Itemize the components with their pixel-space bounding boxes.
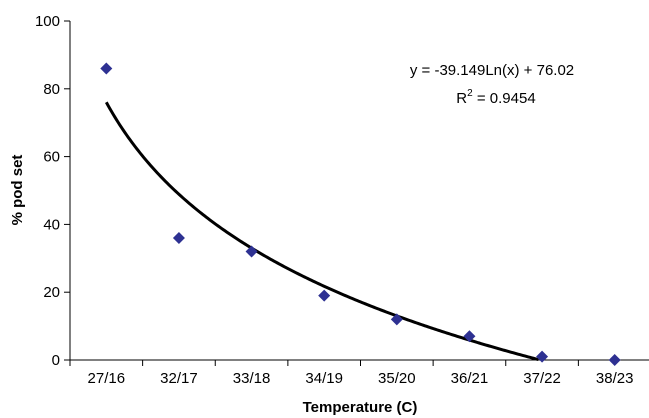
r-squared-prefix: R xyxy=(456,90,467,107)
x-ticks: 27/16 32/17 33/18 34/19 35/20 36/21 37/22 38/23 xyxy=(69,360,634,387)
x-tick-label: 35/20 xyxy=(378,370,416,387)
y-ticks: 0 20 40 60 80 100 xyxy=(35,13,70,369)
data-point xyxy=(608,354,621,366)
r-squared-value: = 0.9454 xyxy=(473,90,536,107)
x-tick-label: 36/21 xyxy=(451,370,489,387)
y-axis-title: % pod set xyxy=(9,155,26,226)
data-point xyxy=(245,245,258,258)
x-axis: 27/16 32/17 33/18 34/19 35/20 36/21 37/22 38/23 xyxy=(69,359,649,387)
y-axis: 0 20 40 60 80 100 xyxy=(35,13,71,369)
data-point xyxy=(172,231,185,244)
y-tick-label: 20 xyxy=(43,284,60,301)
y-tick-label: 0 xyxy=(52,352,60,369)
data-point xyxy=(318,289,331,302)
x-tick-label: 38/23 xyxy=(596,370,634,387)
y-tick-label: 40 xyxy=(43,216,60,233)
y-tick-label: 80 xyxy=(43,81,60,98)
data-points xyxy=(100,62,621,366)
data-point xyxy=(536,350,549,363)
r-squared-label: R2 = 0.9454 xyxy=(456,88,535,107)
data-point xyxy=(100,62,113,75)
data-point xyxy=(463,330,476,343)
x-tick-label: 37/22 xyxy=(523,370,561,387)
r-squared-superscript: 2 xyxy=(467,88,473,99)
x-tick-label: 32/17 xyxy=(160,370,198,387)
x-tick-label: 34/19 xyxy=(305,370,343,387)
x-tick-label: 27/16 xyxy=(88,370,126,387)
data-point xyxy=(390,313,403,326)
trendline xyxy=(104,101,539,362)
trendline-equation: y = -39.149Ln(x) + 76.02 xyxy=(410,62,574,79)
x-axis-title: Temperature (C) xyxy=(303,399,418,416)
y-tick-label: 100 xyxy=(35,13,60,30)
x-tick-label: 33/18 xyxy=(233,370,271,387)
y-tick-label: 60 xyxy=(43,149,60,166)
